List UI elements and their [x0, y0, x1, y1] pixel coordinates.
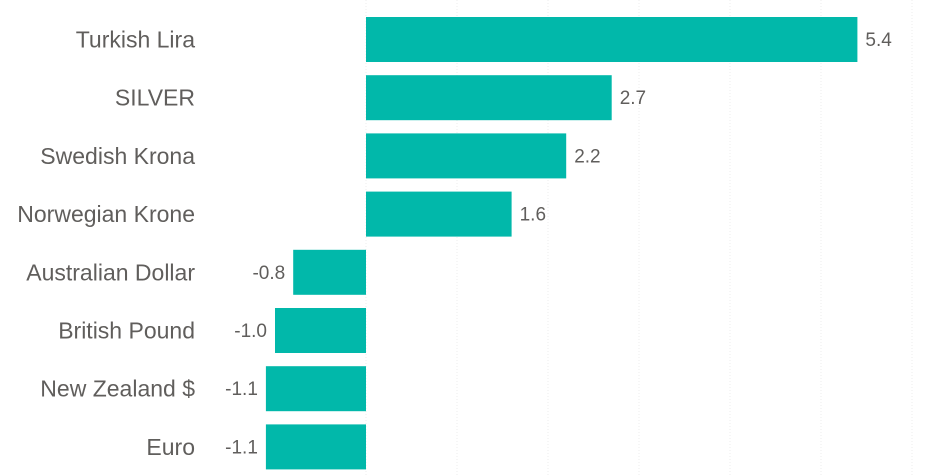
- bar-british-pound: [275, 308, 366, 353]
- value-label: -1.1: [225, 379, 258, 400]
- value-label: -1.0: [234, 321, 267, 342]
- value-label: -1.1: [225, 437, 258, 458]
- bar-swedish-krona: [366, 133, 567, 179]
- value-label: 2.7: [620, 88, 646, 109]
- bars: [265, 17, 858, 470]
- category-label: Euro: [146, 434, 195, 460]
- value-label: -0.8: [252, 263, 285, 284]
- value-labels: 5.4 2.7 2.2 1.6 -0.8 -1.0 -1.1 -1.1: [225, 30, 892, 458]
- category-labels: Turkish Lira SILVER Swedish Krona Norwegian…: [17, 27, 195, 460]
- value-label: 2.2: [574, 146, 600, 167]
- category-label: SILVER: [115, 85, 195, 111]
- value-label: 1.6: [520, 205, 546, 226]
- bar-turkish-lira: [366, 17, 858, 62]
- gridlines: [365, 0, 913, 476]
- bar-silver: [366, 75, 612, 121]
- bar-australian-dollar: [293, 249, 366, 295]
- value-label: 5.4: [865, 30, 892, 51]
- category-label: Norwegian Krone: [17, 201, 195, 227]
- bar-euro: [265, 424, 366, 470]
- category-label: Turkish Lira: [76, 27, 195, 53]
- bar-norwegian-krone: [366, 191, 512, 237]
- category-label: British Pound: [58, 318, 195, 344]
- category-label: Australian Dollar: [26, 259, 195, 285]
- bar-new-zealand: [265, 366, 366, 412]
- category-label: Swedish Krona: [40, 143, 195, 169]
- category-label: New Zealand $: [40, 376, 195, 402]
